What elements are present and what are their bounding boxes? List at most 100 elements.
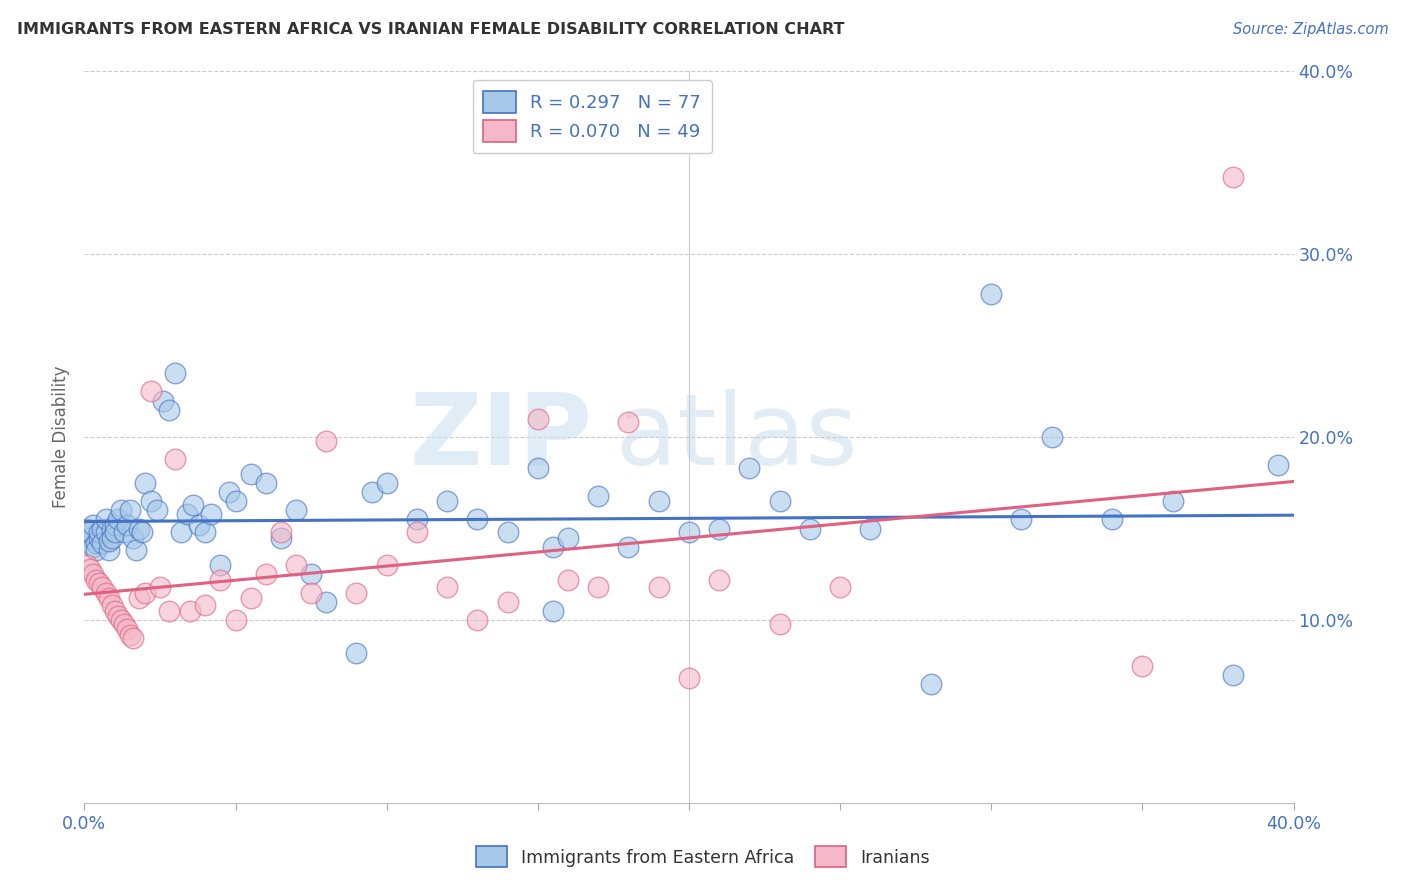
Point — [115, 517, 138, 532]
Point — [94, 525, 117, 540]
Point — [104, 525, 127, 540]
Point — [86, 573, 108, 587]
Point — [89, 525, 111, 540]
Point — [165, 366, 187, 380]
Point — [588, 489, 610, 503]
Point — [131, 525, 153, 540]
Point — [1101, 512, 1123, 526]
Y-axis label: Female Disability: Female Disability — [52, 366, 70, 508]
Point — [496, 594, 519, 608]
Point — [86, 543, 108, 558]
Point — [239, 467, 262, 481]
Point — [285, 558, 308, 573]
Point — [91, 580, 114, 594]
Point — [91, 521, 114, 535]
Point — [79, 562, 101, 576]
Point — [1267, 458, 1289, 472]
Point — [557, 573, 579, 587]
Point — [94, 585, 117, 599]
Point — [82, 517, 104, 532]
Point — [799, 521, 821, 535]
Point — [115, 622, 138, 636]
Point — [769, 616, 792, 631]
Point — [82, 540, 104, 554]
Point — [146, 503, 169, 517]
Point — [360, 485, 382, 500]
Point — [218, 485, 240, 500]
Point — [225, 494, 247, 508]
Point — [209, 558, 232, 573]
Point — [152, 393, 174, 408]
Point — [254, 475, 277, 490]
Point — [346, 585, 368, 599]
Point — [100, 531, 122, 545]
Point — [1040, 430, 1063, 444]
Point — [200, 507, 222, 521]
Point — [209, 573, 232, 587]
Point — [557, 531, 579, 545]
Point — [104, 604, 127, 618]
Point — [299, 585, 322, 599]
Text: atlas: atlas — [616, 389, 858, 485]
Point — [346, 646, 368, 660]
Point — [157, 604, 180, 618]
Point — [165, 452, 187, 467]
Point — [76, 521, 98, 535]
Point — [270, 531, 292, 545]
Point — [920, 677, 942, 691]
Point — [97, 543, 120, 558]
Point — [170, 525, 193, 540]
Point — [86, 536, 108, 550]
Point — [176, 507, 198, 521]
Point — [436, 494, 458, 508]
Point — [467, 613, 489, 627]
Text: Source: ZipAtlas.com: Source: ZipAtlas.com — [1233, 22, 1389, 37]
Point — [375, 475, 398, 490]
Point — [406, 525, 429, 540]
Point — [617, 540, 640, 554]
Point — [121, 632, 143, 646]
Legend: R = 0.297   N = 77, R = 0.070   N = 49: R = 0.297 N = 77, R = 0.070 N = 49 — [472, 80, 711, 153]
Point — [239, 591, 262, 605]
Point — [980, 287, 1002, 301]
Point — [125, 543, 148, 558]
Point — [254, 567, 277, 582]
Point — [194, 599, 217, 613]
Point — [541, 540, 564, 554]
Point — [118, 503, 141, 517]
Point — [527, 461, 550, 475]
Point — [299, 567, 322, 582]
Point — [315, 594, 337, 608]
Text: IMMIGRANTS FROM EASTERN AFRICA VS IRANIAN FEMALE DISABILITY CORRELATION CHART: IMMIGRANTS FROM EASTERN AFRICA VS IRANIA… — [17, 22, 845, 37]
Point — [89, 531, 111, 545]
Point — [1011, 512, 1033, 526]
Point — [100, 599, 122, 613]
Point — [1161, 494, 1184, 508]
Point — [406, 512, 429, 526]
Point — [859, 521, 882, 535]
Point — [121, 531, 143, 545]
Point — [467, 512, 489, 526]
Point — [194, 525, 217, 540]
Point — [134, 475, 156, 490]
Point — [527, 412, 550, 426]
Point — [225, 613, 247, 627]
Point — [118, 627, 141, 641]
Point — [1222, 667, 1244, 681]
Point — [112, 616, 135, 631]
Point — [91, 536, 114, 550]
Point — [436, 580, 458, 594]
Point — [79, 525, 101, 540]
Point — [738, 461, 761, 475]
Point — [678, 525, 700, 540]
Point — [375, 558, 398, 573]
Point — [82, 567, 104, 582]
Point — [110, 613, 132, 627]
Point — [134, 585, 156, 599]
Point — [97, 591, 120, 605]
Point — [648, 580, 671, 594]
Point — [830, 580, 852, 594]
Point — [270, 525, 292, 540]
Point — [179, 604, 201, 618]
Point — [94, 512, 117, 526]
